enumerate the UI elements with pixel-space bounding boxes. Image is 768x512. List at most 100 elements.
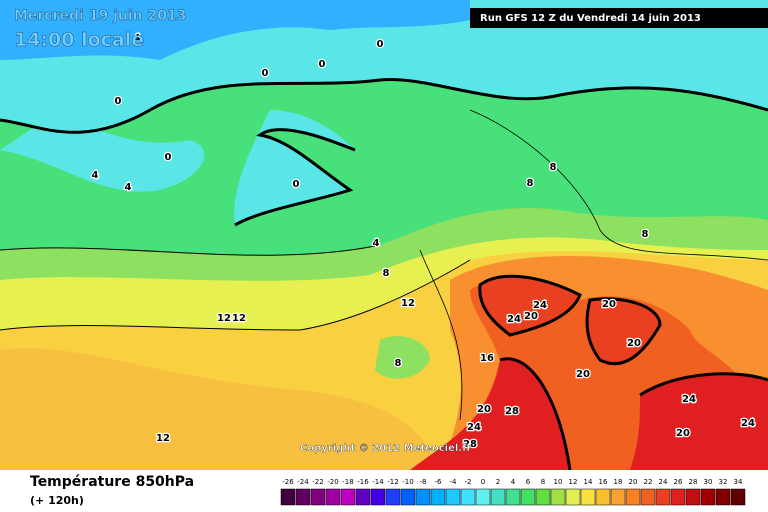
legend-swatch: [310, 488, 326, 506]
run-info: Run GFS 12 Z du Vendredi 14 juin 2013: [480, 13, 701, 24]
legend-label: -16: [357, 478, 369, 486]
legend-swatch: [535, 488, 551, 506]
legend-swatch: [700, 488, 716, 506]
contour-label: 0: [293, 179, 300, 190]
legend-swatch: [550, 488, 566, 506]
variable-title: Température 850hPa: [30, 474, 194, 490]
legend-label: -4: [450, 478, 458, 486]
legend-label: -8: [420, 478, 427, 486]
legend-swatch: [730, 488, 746, 506]
legend-label: -24: [297, 478, 309, 486]
legend-swatch: [610, 488, 626, 506]
contour-label: 16: [480, 353, 494, 364]
legend-swatch: [355, 488, 371, 506]
legend-label: -20: [327, 478, 338, 486]
legend-label: -18: [342, 478, 353, 486]
contour-label: 20: [477, 404, 491, 415]
legend-swatch: [430, 488, 446, 506]
contour-label: 8: [642, 229, 649, 240]
contour-label: 0: [377, 39, 384, 50]
contour-label: 28: [505, 406, 519, 417]
legend-swatch: [580, 488, 596, 506]
contour-label: 28: [463, 439, 477, 450]
legend-swatch: [370, 488, 386, 506]
contour-label: 12: [217, 313, 231, 324]
contour-label: 20: [627, 338, 641, 349]
legend-label: -2: [465, 478, 472, 486]
forecast-date: Mercredi 19 juin 2013: [14, 8, 186, 24]
contour-label: 8: [395, 358, 402, 369]
contour-label: 4: [134, 33, 141, 44]
legend-label: 32: [719, 478, 728, 486]
contour-label: 20: [676, 428, 690, 439]
legend-label: 20: [629, 478, 638, 486]
legend-label: -22: [312, 478, 323, 486]
contour-label: 4: [373, 238, 380, 249]
legend-label: 2: [496, 478, 500, 486]
legend-label: -6: [435, 478, 443, 486]
run-banner: [470, 8, 768, 28]
lead-time: (+ 120h): [30, 494, 84, 507]
legend-label: 8: [541, 478, 545, 486]
legend-label: 4: [511, 478, 516, 486]
legend-label: 0: [481, 478, 485, 486]
legend-swatch: [295, 488, 311, 506]
legend-label: 26: [674, 478, 683, 486]
legend-swatch: [520, 488, 536, 506]
contour-label: 20: [576, 369, 590, 380]
map-background: [0, 0, 768, 470]
legend-swatch: [385, 488, 401, 506]
contour-label: 4: [92, 170, 99, 181]
contour-label: 0: [165, 152, 172, 163]
legend-swatch: [670, 488, 686, 506]
legend-swatch: [625, 488, 641, 506]
legend-label: -12: [387, 478, 398, 486]
legend-label: -10: [402, 478, 413, 486]
legend-label: -26: [282, 478, 294, 486]
legend-swatch: [715, 488, 731, 506]
contour-label: 24: [682, 394, 696, 405]
legend-label: 10: [554, 478, 563, 486]
contour-label: 12: [232, 313, 246, 324]
legend-swatch: [505, 488, 521, 506]
legend-swatch: [655, 488, 671, 506]
legend-swatch: [490, 488, 506, 506]
legend-swatch: [685, 488, 701, 506]
legend-label: 22: [644, 478, 653, 486]
legend-swatch: [475, 488, 491, 506]
legend-swatch: [445, 488, 461, 506]
contour-label: 8: [527, 178, 534, 189]
legend-label: 6: [526, 478, 531, 486]
contour-label: 20: [524, 311, 538, 322]
legend-swatch: [640, 488, 656, 506]
contour-label: 0: [319, 59, 326, 70]
legend-swatch: [460, 488, 476, 506]
map-lines: [0, 78, 768, 471]
legend-label: 14: [584, 478, 593, 486]
legend-label: 28: [689, 478, 698, 486]
contour-label: 8: [383, 268, 390, 279]
legend-label: 16: [599, 478, 608, 486]
legend-label: 24: [659, 478, 668, 486]
contour-label: 24: [467, 422, 481, 433]
contour-label: 0: [262, 68, 269, 79]
contour-label: 20: [602, 299, 616, 310]
contour-label: 24: [507, 314, 521, 325]
forecast-time: 14:00 locale: [14, 29, 144, 51]
legend-label: -14: [372, 478, 384, 486]
contour-label: 12: [156, 433, 170, 444]
contour-label: 4: [125, 182, 132, 193]
copyright: Copyright © 2012 Meteociel.fr: [300, 443, 471, 454]
legend-swatch: [400, 488, 416, 506]
legend-swatch: [325, 488, 341, 506]
legend-swatch: [340, 488, 356, 506]
contour-label: 0: [115, 96, 122, 107]
contour-label: 12: [401, 298, 415, 309]
legend-label: 12: [569, 478, 578, 486]
contour-label: 24: [741, 418, 755, 429]
legend-swatch: [565, 488, 581, 506]
legend-label: 30: [704, 478, 713, 486]
color-legend: -26 -24 -22 -20 -18 -16 -14 -12 -10 -8 -6 -4 -2 0 2 4 6 8…: [280, 478, 746, 506]
